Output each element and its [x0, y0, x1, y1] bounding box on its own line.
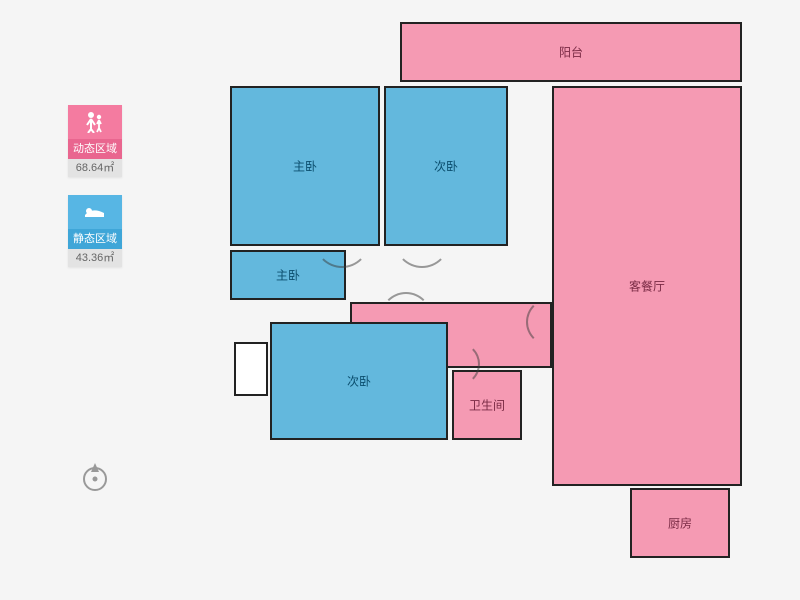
room-second1 — [384, 86, 508, 246]
room-balcony — [400, 22, 742, 82]
room-second2 — [270, 322, 448, 440]
legend-static-label: 静态区域 — [68, 229, 122, 249]
legend-static-value: 43.36㎡ — [68, 249, 122, 267]
people-icon — [68, 105, 122, 139]
room-bathroom — [452, 370, 522, 440]
room-living — [552, 86, 742, 486]
legend-static: 静态区域 43.36㎡ — [68, 195, 122, 267]
legend-dynamic-label: 动态区域 — [68, 139, 122, 159]
legend-dynamic: 动态区域 68.64㎡ — [68, 105, 122, 177]
legend-dynamic-value: 68.64㎡ — [68, 159, 122, 177]
room-master — [230, 86, 380, 246]
legend: 动态区域 68.64㎡ 静态区域 43.36㎡ — [68, 105, 128, 285]
exterior-cutout — [234, 342, 268, 396]
room-kitchen — [630, 488, 730, 558]
compass-icon — [78, 460, 112, 494]
floor-plan: 阳台客餐厅厨房卫生间主卧次卧主卧次卧 — [230, 22, 760, 562]
sleep-icon — [68, 195, 122, 229]
room-master2 — [230, 250, 346, 300]
